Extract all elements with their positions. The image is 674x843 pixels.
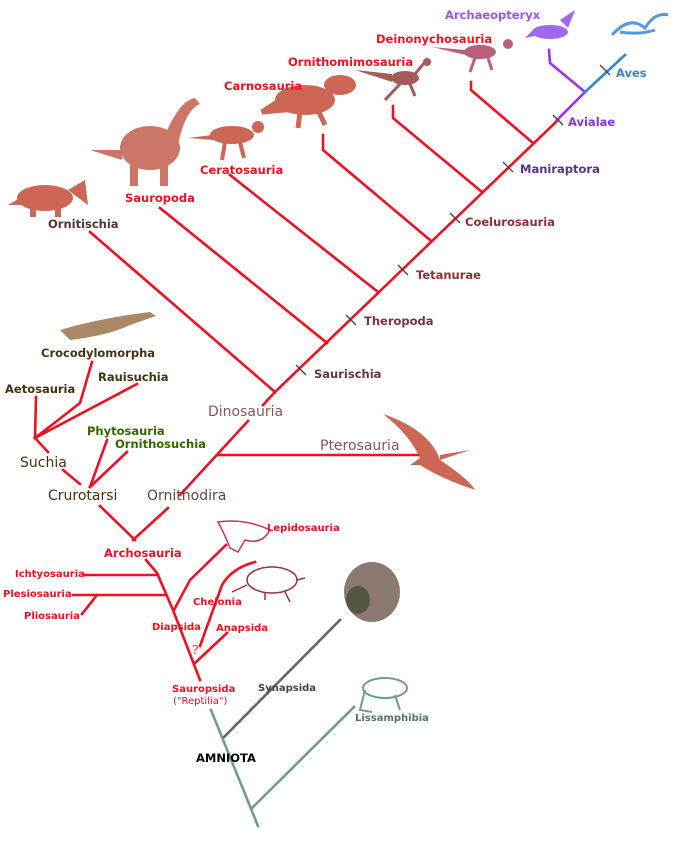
avialae-tick (552, 114, 564, 126)
turtle-illustration (231, 566, 306, 603)
pterosaur-illustration (383, 414, 475, 490)
aetosauria-branch (33, 395, 38, 440)
carnosaur-illustration (260, 75, 356, 129)
label-deinonychosauria: Deinonychosauria (376, 32, 492, 46)
archaeopteryx-illustration (525, 10, 575, 39)
synapsida-branch (222, 618, 342, 739)
label-archosauria: Archosauria (104, 546, 182, 560)
ornitischia-branch (88, 230, 277, 394)
carnosauria-branch (321, 133, 432, 242)
ornithomimosauria-branch (391, 104, 484, 194)
labels: Archaeopteryx Aves Deinonychosauria Orni… (3, 8, 647, 765)
label-ichtyosauria: Ichtyosauria (15, 569, 85, 580)
label-theropoda: Theropoda (364, 314, 434, 328)
label-aetosauria: Aetosauria (5, 382, 75, 396)
ornithosuchia-branch (88, 450, 129, 489)
label-crurotarsi: Crurotarsi (48, 488, 117, 504)
label-diapsida: Diapsida (152, 622, 201, 633)
archaeopteryx-branch (547, 48, 587, 94)
label-phytosauria: Phytosauria (87, 424, 165, 438)
label-pterosauria: Pterosauria (320, 438, 400, 454)
crocodile-illustration (60, 312, 156, 340)
bird-illustration (610, 13, 669, 37)
label-sauropsida: Sauropsida (172, 684, 235, 695)
label-archaeopteryx: Archaeopteryx (445, 8, 541, 22)
label-aves: Aves (616, 66, 647, 80)
label-question-mark: ? (192, 643, 198, 657)
saurischia-backbone (273, 118, 560, 394)
label-tetanurae: Tetanurae (416, 268, 481, 282)
label-dinosauria: Dinosauria (208, 404, 283, 420)
label-synapsida: Synapsida (258, 683, 316, 694)
suchia-branch (61, 468, 82, 486)
sauropsida-branch (144, 558, 202, 682)
label-rauisuchia: Rauisuchia (98, 370, 168, 384)
deinonychus-illustration (432, 39, 513, 73)
saurischia-tick (295, 364, 307, 376)
ornithodira-branch-upper (178, 419, 250, 497)
node-ticks (295, 64, 611, 376)
label-amniota: AMNIOTA (196, 751, 256, 765)
lissamphibia-branch (250, 705, 356, 810)
theropoda-tick (345, 314, 357, 326)
label-pliosauria: Pliosauria (24, 611, 80, 622)
ceratosaur-illustration (188, 121, 264, 161)
label-chelonia: Chelonia (193, 597, 242, 608)
rauisuchia-branch (33, 382, 139, 440)
label-reptilia: ("Reptilia") (173, 696, 227, 707)
label-carnosauria: Carnosauria (224, 79, 302, 93)
aves-branch (583, 53, 627, 94)
lizard-illustration (216, 520, 272, 553)
label-lepidosauria: Lepidosauria (267, 523, 340, 534)
maniraptora-tick (502, 161, 514, 173)
frog-illustration (358, 677, 408, 713)
label-plesiosauria: Plesiosauria (3, 589, 72, 600)
lepidosauria-branch (172, 543, 228, 612)
sauropod-illustration (90, 98, 200, 186)
label-ceratosauria: Ceratosauria (200, 163, 283, 177)
label-suchia: Suchia (20, 455, 67, 471)
label-avialae: Avialae (568, 115, 615, 129)
label-ornithomimosauria: Ornithomimosauria (288, 55, 413, 69)
pliosauria-branch (80, 593, 99, 616)
tetanurae-tick (397, 264, 409, 276)
ornithodira-branch-lower (131, 506, 170, 542)
crocodylomorpha-branch (33, 360, 94, 440)
ceratosauria-branch (228, 173, 380, 294)
anapsida-branch (193, 631, 229, 665)
label-ornitischia: Ornitischia (48, 217, 119, 231)
ornithomimus-illustration (355, 58, 431, 102)
suchia-stem (33, 436, 50, 454)
avialae-branch (555, 90, 587, 122)
branches (33, 48, 627, 828)
label-crocodylomorpha: Crocodylomorpha (41, 346, 155, 360)
label-sauropoda: Sauropoda (125, 191, 195, 205)
label-ornithodira: Ornithodira (147, 488, 226, 504)
crurotarsi-branch (98, 504, 137, 542)
label-saurischia: Saurischia (314, 367, 381, 381)
aves-tick (599, 64, 611, 76)
triceratops-illustration (8, 180, 88, 217)
amniote-root-branch (209, 708, 260, 828)
label-anapsida: Anapsida (216, 623, 268, 634)
coelurosauria-tick (449, 212, 461, 224)
label-maniraptora: Maniraptora (520, 162, 600, 176)
label-ornithosuchia: Ornithosuchia (115, 437, 206, 451)
dinosauria-stem (261, 390, 277, 407)
phytosauria-branch (88, 438, 109, 489)
label-lissamphibia: Lissamphibia (355, 713, 429, 724)
label-coelurosauria: Coelurosauria (465, 215, 555, 229)
deinonychosauria-branch (469, 80, 535, 145)
primate-illustration (344, 562, 400, 622)
sauropoda-branch (158, 206, 329, 345)
chelonia-branch (198, 560, 257, 648)
